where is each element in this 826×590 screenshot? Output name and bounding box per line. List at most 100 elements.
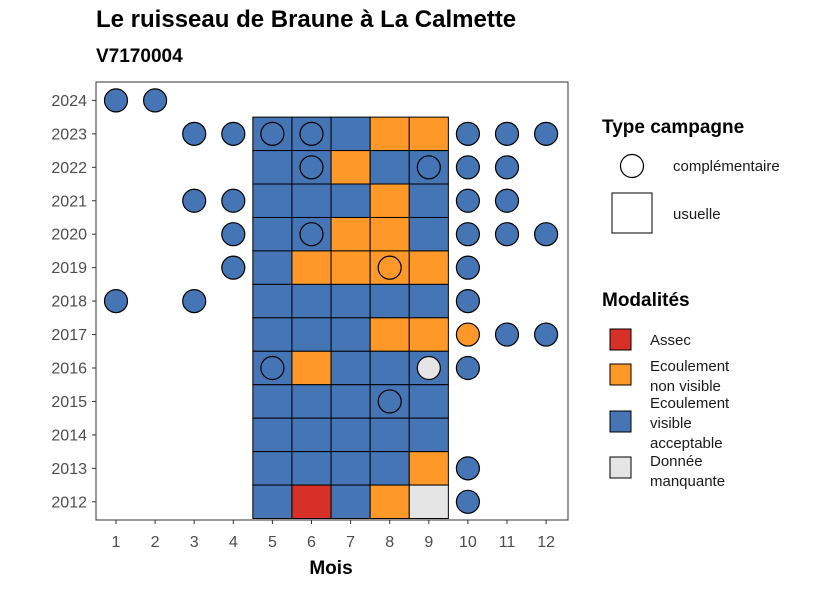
chart-title: Le ruisseau de Braune à La Calmette [96,6,517,33]
point-2022-10 [455,155,480,180]
x-tick-label: 8 [385,534,394,551]
point-2019-10 [455,255,480,280]
y-tick-label: 2012 [51,494,87,511]
point-2022-6 [299,155,324,180]
cell-2013-6 [291,451,332,486]
point-2017-12 [533,322,559,347]
cell-2014-5 [252,417,293,453]
cell-2013-8 [369,451,410,486]
point-2018-10 [455,289,480,314]
point-2023-5 [260,121,285,146]
cell-2015-7 [330,384,371,419]
legend-key-3 [609,456,632,479]
point-2018-3 [182,289,207,314]
cell-2022-5 [252,150,293,185]
x-axis: 1 2 3 4 5 6 7 8 9 10 11 12 [112,520,555,551]
legend-label-usuelle: usuelle [673,206,721,223]
cell-2021-9 [408,183,449,218]
point-2021-11 [494,188,520,213]
y-tick-label: 2013 [51,461,87,478]
cell-2017-8 [369,317,410,352]
point-2017-10 [455,322,480,347]
point-2020-4 [221,222,246,247]
y-tick-label: 2019 [51,260,87,277]
cell-2020-9 [408,216,449,252]
legend-type-campagne: Type campagne complémentaire usuelle [602,117,780,234]
y-tick-label: 2015 [51,394,87,411]
point-2023-3 [182,121,207,146]
point-2024-1 [103,88,129,113]
y-tick-label: 2018 [51,294,87,311]
cell-2021-7 [330,183,371,218]
x-tick-label: 10 [459,534,477,551]
point-2021-4 [221,188,246,213]
cell-2017-9 [408,317,449,352]
cell-2023-8 [369,116,410,152]
y-tick-label: 2021 [51,193,87,210]
y-tick-label: 2024 [51,93,87,110]
cell-2015-6 [291,384,332,419]
cell-2021-6 [291,183,332,218]
cell-2021-8 [369,183,410,218]
cell-2013-5 [252,451,293,486]
legend-label-line: Donnée [650,453,703,470]
point-2019-8 [377,255,402,280]
point-2018-1 [103,289,129,314]
point-2023-10 [455,121,480,146]
cell-2012-8 [369,484,410,520]
cell-2018-9 [408,283,449,319]
cell-2015-5 [252,384,293,419]
point-2012-10 [455,489,480,514]
point-2016-9 [416,355,441,381]
cell-2019-9 [408,250,449,285]
point-2016-10 [455,355,480,381]
legend-label-line: non visible [650,378,721,395]
x-tick-label: 5 [268,534,277,551]
cell-2019-7 [330,250,371,285]
cell-2014-7 [330,417,371,453]
point-2013-10 [455,456,480,481]
cell-2016-6 [291,350,332,386]
point-2020-11 [494,222,520,247]
cell-2012-5 [252,484,293,520]
cell-2017-6 [291,317,332,352]
legend-label-line: visible [650,415,692,432]
cell-2018-7 [330,283,371,319]
cell-2019-5 [252,250,293,285]
legend-key-complementaire [619,153,645,179]
complementary-campaign-points [103,88,559,514]
y-axis: 2012 2013 2014 2015 2016 2017 2018 2019 2020 2021… [51,93,96,511]
cell-2012-9 [408,484,449,520]
legend-key-usuelle [611,192,653,234]
point-2022-9 [416,155,441,180]
cell-2021-5 [252,183,293,218]
cell-2020-5 [252,216,293,252]
point-2023-12 [533,121,559,146]
x-tick-label: 7 [346,534,355,551]
cell-2012-6 [291,484,332,520]
x-tick-label: 12 [537,534,555,551]
legend-key-0 [609,328,632,351]
y-tick-label: 2017 [51,327,87,344]
x-tick-label: 3 [190,534,199,551]
legend-label-line: acceptable [650,435,723,452]
cell-2018-8 [369,283,410,319]
x-tick-label: 11 [499,534,516,551]
y-tick-label: 2016 [51,361,87,378]
cell-2022-8 [369,150,410,185]
point-2024-2 [143,88,168,113]
x-tick-label: 6 [307,534,316,551]
point-2023-11 [494,121,520,146]
y-tick-label: 2023 [51,126,87,143]
x-tick-label: 2 [151,534,160,551]
x-tick-label: 4 [229,534,238,551]
cell-2014-6 [291,417,332,453]
cell-2017-7 [330,317,371,352]
cell-2022-7 [330,150,371,185]
cell-2012-7 [330,484,371,520]
legend-label-line: Assec [650,332,691,349]
cell-2014-9 [408,417,449,453]
point-2020-10 [455,222,480,247]
